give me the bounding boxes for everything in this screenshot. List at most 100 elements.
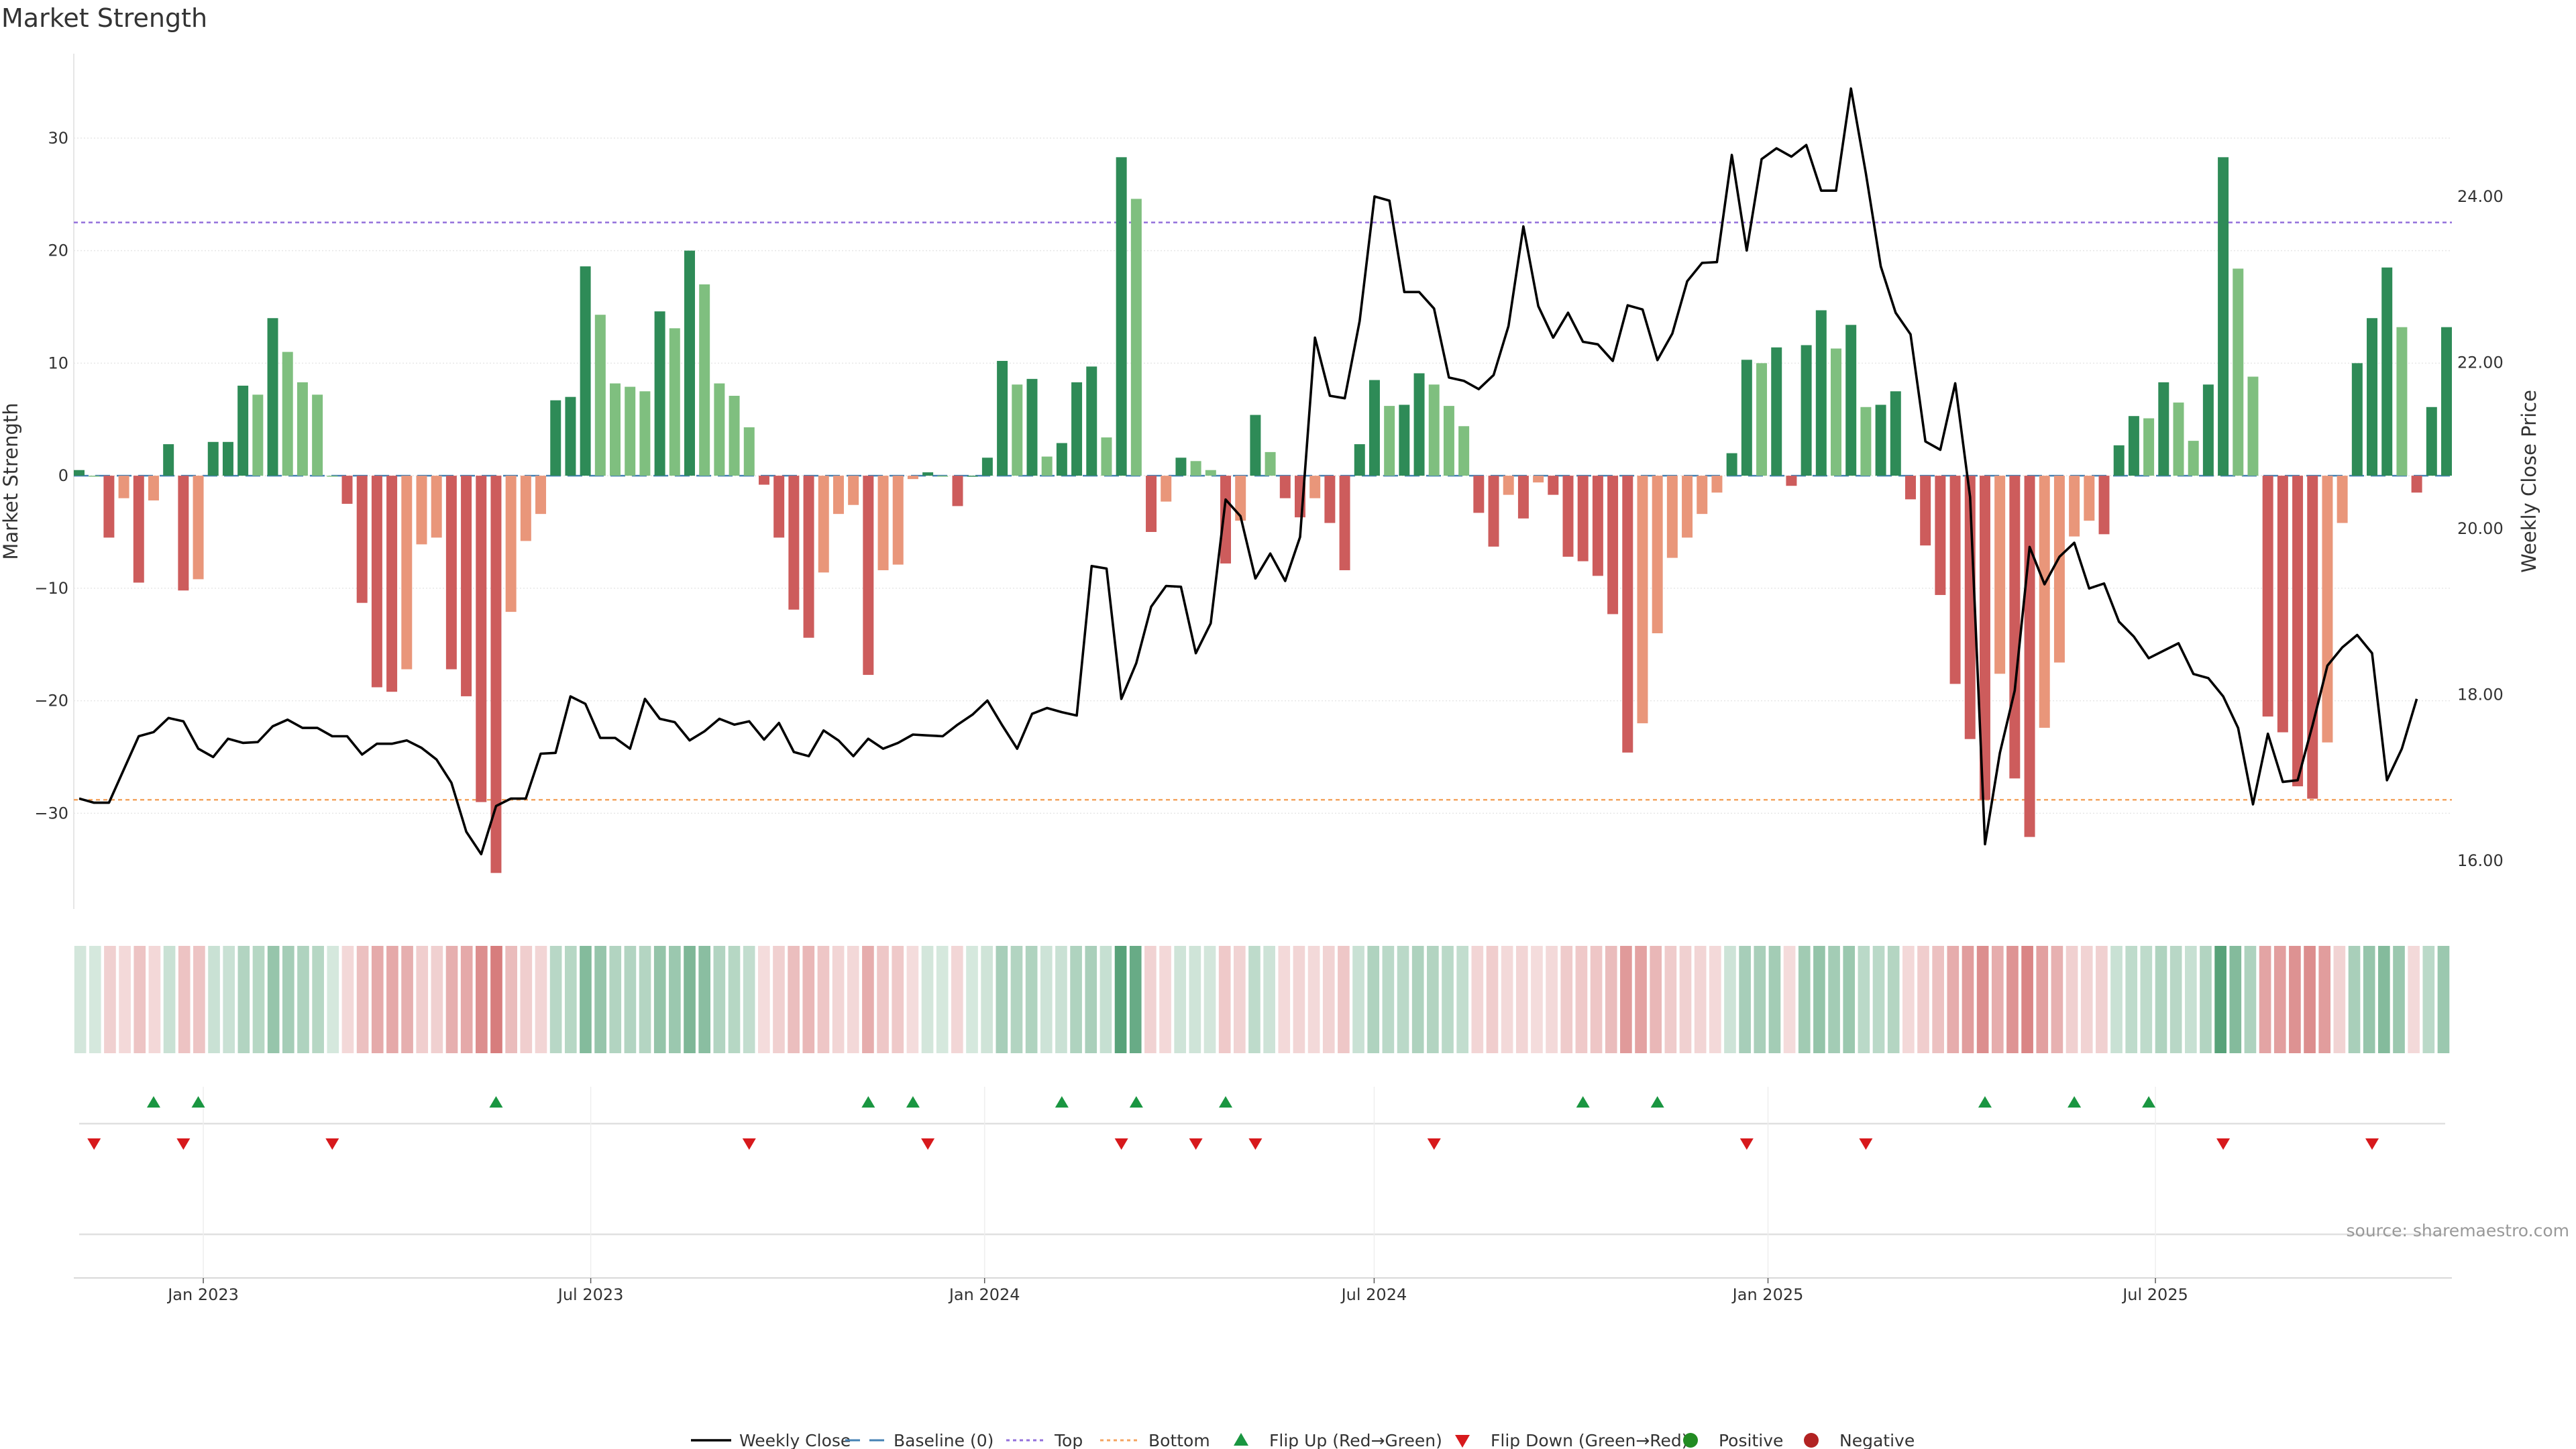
flip-up-marker <box>489 1096 503 1108</box>
strength-bar <box>1324 476 1336 523</box>
strip-cell <box>2110 946 2123 1053</box>
strip-cell <box>1129 946 1142 1053</box>
strength-bar <box>1801 345 1812 476</box>
strip-cell <box>624 946 637 1053</box>
strip-cell <box>802 946 815 1053</box>
strip-cell <box>505 946 517 1053</box>
strip-cell <box>119 946 131 1053</box>
y2-tick-label: 22.00 <box>2457 353 2504 372</box>
strength-bar <box>178 476 189 591</box>
strength-bar <box>1949 476 1961 684</box>
strength-bar <box>2024 476 2035 837</box>
strip-cell <box>237 946 250 1053</box>
flip-down-marker <box>1427 1138 1441 1150</box>
legend-swatch <box>1804 1433 1819 1448</box>
strip-cell <box>2437 946 2450 1053</box>
strength-bar <box>1815 310 1827 476</box>
legend-item-bottom: Bottom <box>1100 1431 1210 1449</box>
strip-cell <box>297 946 309 1053</box>
strength-bar <box>743 427 755 476</box>
strip-cell <box>1813 946 1825 1053</box>
strength-bar <box>1309 476 1321 498</box>
strip-cell <box>2363 946 2375 1053</box>
strength-bar <box>1339 476 1350 571</box>
strip-cell <box>1456 946 1468 1053</box>
strength-bar <box>163 444 174 476</box>
strip-cell <box>1010 946 1023 1053</box>
y2-tick-label: 20.00 <box>2457 519 2504 538</box>
strength-bar <box>580 266 591 476</box>
strength-bar <box>1904 476 1916 500</box>
strength-bars <box>74 157 2452 873</box>
y-tick-label: 10 <box>48 354 68 372</box>
strength-bar <box>386 476 398 692</box>
flip-up-marker <box>1978 1096 1992 1108</box>
strip-cell <box>1605 946 1617 1053</box>
strength-bar <box>2158 382 2169 476</box>
strip-cell <box>1338 946 1350 1053</box>
strip-cell <box>892 946 904 1053</box>
strength-bar <box>669 328 680 476</box>
flip-down-marker <box>1248 1138 1263 1150</box>
strength-bar <box>1920 476 1931 546</box>
strip-cell <box>862 946 874 1053</box>
strip-cell <box>1917 946 1929 1053</box>
y-tick-label: 20 <box>48 241 68 260</box>
strip-cell <box>1471 946 1484 1053</box>
strength-bar <box>1517 476 1529 519</box>
strength-bar <box>2367 318 2378 476</box>
y-tick-label: 0 <box>58 466 68 485</box>
strip-cell <box>996 946 1008 1053</box>
strength-bar <box>1548 476 1559 495</box>
flip-down-marker <box>1859 1138 1873 1150</box>
strength-bar <box>2441 327 2452 476</box>
strip-cell <box>1531 946 1543 1053</box>
strip-cell <box>2080 946 2093 1053</box>
flip-markers-panel <box>74 1087 2452 1279</box>
strip-cell <box>535 946 547 1053</box>
strip-cell <box>2289 946 2301 1053</box>
y2-axis-ticks: 24.00 22.00 20.00 18.00 16.00 <box>2457 187 2504 870</box>
strength-bar <box>2292 476 2304 787</box>
legend-item-flip_up: Flip Up (Red→Green) <box>1234 1431 1442 1449</box>
strength-bar <box>1503 476 1514 495</box>
strip-cell <box>2036 946 2049 1053</box>
flip-up-marker <box>191 1096 205 1108</box>
strength-bar <box>758 476 769 485</box>
strip-cell <box>252 946 265 1053</box>
strength-bar <box>476 476 487 802</box>
reference-lines <box>74 221 2452 801</box>
strip-cell <box>653 946 666 1053</box>
strength-bar <box>133 476 144 583</box>
strip-cell <box>1189 946 1201 1053</box>
strength-bar <box>1607 476 1619 614</box>
strip-cell <box>1976 946 1989 1053</box>
strip-cell <box>193 946 205 1053</box>
strength-bar <box>2173 402 2184 476</box>
legend-label: Flip Up (Red→Green) <box>1269 1431 1442 1449</box>
legend-item-negative: Negative <box>1804 1431 1915 1449</box>
strength-bar <box>773 476 785 538</box>
strength-bar <box>2098 476 2110 535</box>
strength-bar <box>2188 441 2199 476</box>
strength-bar <box>2396 327 2408 476</box>
strength-bar <box>639 391 651 476</box>
strength-bar <box>327 476 338 477</box>
strip-cell <box>476 946 488 1053</box>
strength-bar <box>1101 437 1112 476</box>
strip-cell <box>133 946 146 1053</box>
strip-cell <box>743 946 755 1053</box>
strip-cell <box>639 946 651 1053</box>
strength-bar <box>371 476 382 688</box>
y-tick-label: 30 <box>48 129 68 148</box>
flip-up-marker <box>1055 1096 1069 1108</box>
strength-bar <box>1190 461 1201 476</box>
strip-cell <box>1635 946 1647 1053</box>
strength-bar <box>1637 476 1648 724</box>
strip-cell <box>2393 946 2405 1053</box>
flip-up-marker <box>2068 1096 2082 1108</box>
strength-bar <box>341 476 353 504</box>
strength-bar <box>1056 443 1067 476</box>
strength-bar <box>1652 476 1663 633</box>
strip-cell <box>356 946 369 1053</box>
